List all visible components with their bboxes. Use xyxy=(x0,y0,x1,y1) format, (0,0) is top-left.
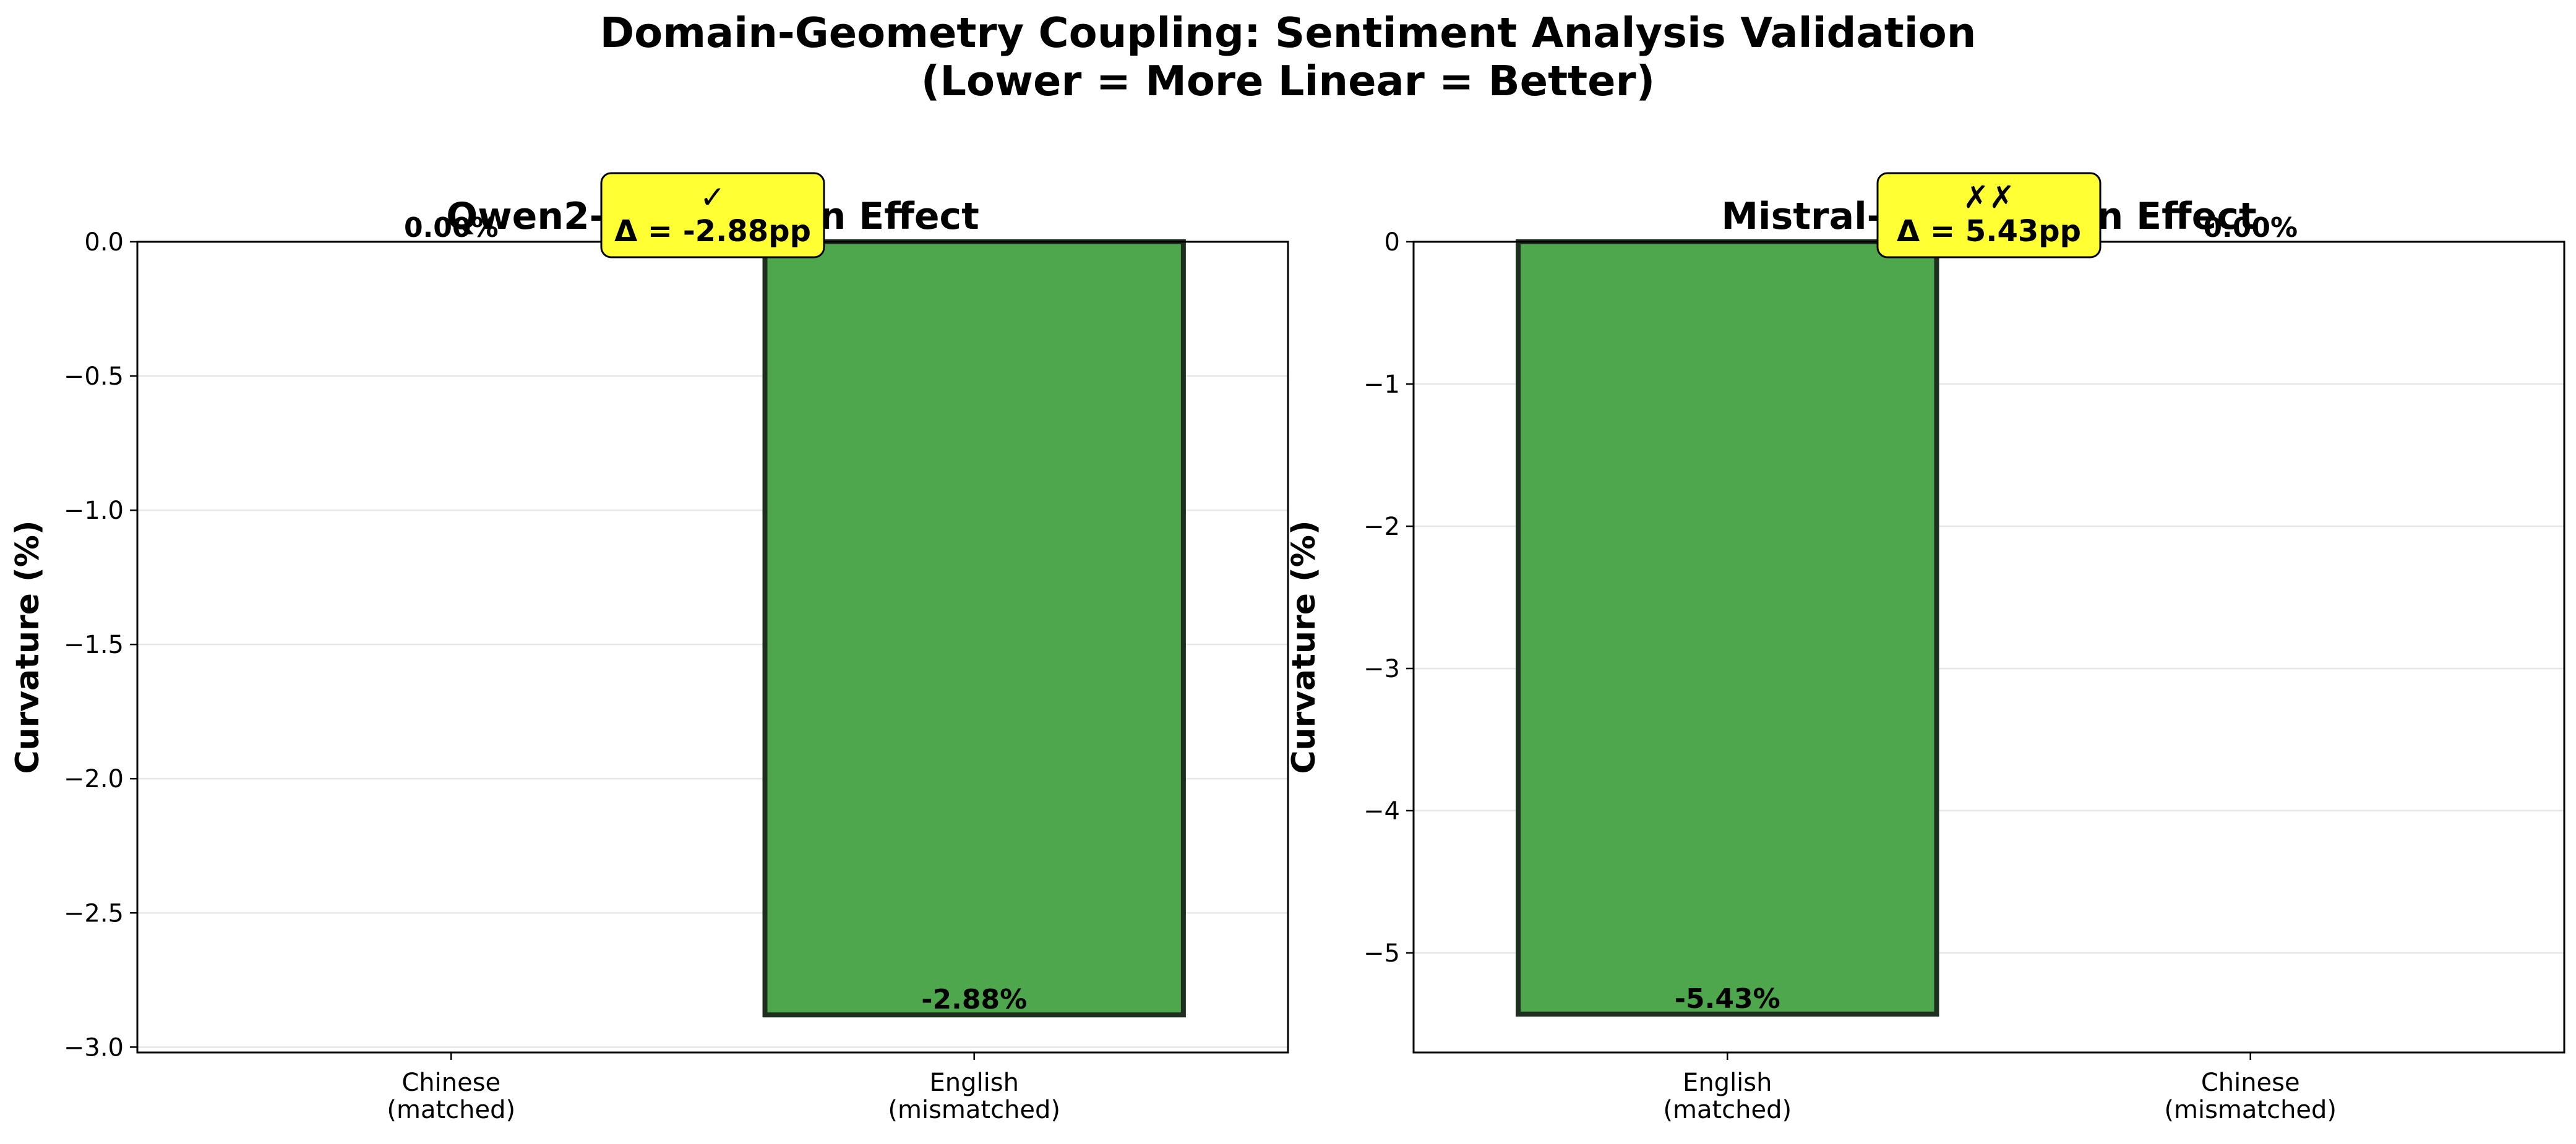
qwen-value-label-1: -2.88% xyxy=(921,984,1027,1015)
figure-title-line-1: Domain-Geometry Coupling: Sentiment Anal… xyxy=(599,9,1977,57)
figure-title: Domain-Geometry Coupling: Sentiment Anal… xyxy=(0,9,2576,105)
qwen-xtick-label: (mismatched) xyxy=(888,1096,1060,1124)
mistral-xtick-label: Chinese xyxy=(2201,1069,2300,1097)
mistral-7b-chart: 0 −1 −2 −3 −4 −5 -5.43% 0.00% English(matched) Ch… xyxy=(1286,172,2565,1124)
qwen-ytick-label: −2.0 xyxy=(64,765,124,793)
qwen-annotation-text: Δ = -2.88pp xyxy=(614,214,811,249)
mistral-bar-0 xyxy=(1516,239,1939,1017)
qwen-annotation-marker: ✓ xyxy=(700,179,726,215)
qwen-ytick-label: −0.5 xyxy=(64,362,124,391)
qwen-ytick-label: −1.5 xyxy=(64,631,124,659)
mistral-annotation-box xyxy=(1876,172,2102,258)
mistral-value-label-0: -5.43% xyxy=(1675,983,1780,1015)
qwen-ytick-label: −2.5 xyxy=(64,899,124,928)
mistral-ytick-label: −4 xyxy=(1363,797,1400,826)
qwen-ytick-label: 0.0 xyxy=(84,228,124,257)
mistral-xtick-label: (matched) xyxy=(1663,1096,1792,1124)
qwen-xtick-label: (matched) xyxy=(387,1096,515,1124)
qwen-annotation-box xyxy=(600,172,825,258)
mistral-ytick-label: 0 xyxy=(1385,228,1400,257)
mistral-ytick-label: −1 xyxy=(1363,370,1400,399)
mistral-xtick-label: English xyxy=(1683,1069,1772,1097)
qwen-ylabel: Curvature (%) xyxy=(9,520,46,774)
mistral-ytick-label: −2 xyxy=(1363,513,1400,541)
qwen-xtick-label: English xyxy=(930,1069,1019,1097)
mistral-value-label-1: 0.00% xyxy=(2203,212,2298,244)
qwen-bar-1 xyxy=(762,239,1186,1018)
mistral-annotation-marker: ✗✗ xyxy=(1963,179,2015,215)
qwen-value-label-0: 0.00% xyxy=(404,212,499,244)
figure-title-line-2: (Lower = More Linear = Better) xyxy=(921,57,1655,105)
mistral-ytick-label: −5 xyxy=(1363,939,1400,968)
qwen2-7b-chart: 0.0 −0.5 −1.0 −1.5 −2.0 −2.5 −3.0 0.00% -2.88% Ch… xyxy=(9,172,1289,1124)
qwen-xtick-label: Chinese xyxy=(401,1069,500,1097)
mistral-ylabel: Curvature (%) xyxy=(1286,520,1323,774)
mistral-xtick-label: (mismatched) xyxy=(2164,1096,2337,1124)
mistral-annotation-text: Δ = 5.43pp xyxy=(1897,214,2081,249)
qwen-ytick-label: −3.0 xyxy=(64,1033,124,1062)
mistral-ytick-label: −3 xyxy=(1363,655,1400,683)
qwen-ytick-label: −1.0 xyxy=(64,497,124,525)
